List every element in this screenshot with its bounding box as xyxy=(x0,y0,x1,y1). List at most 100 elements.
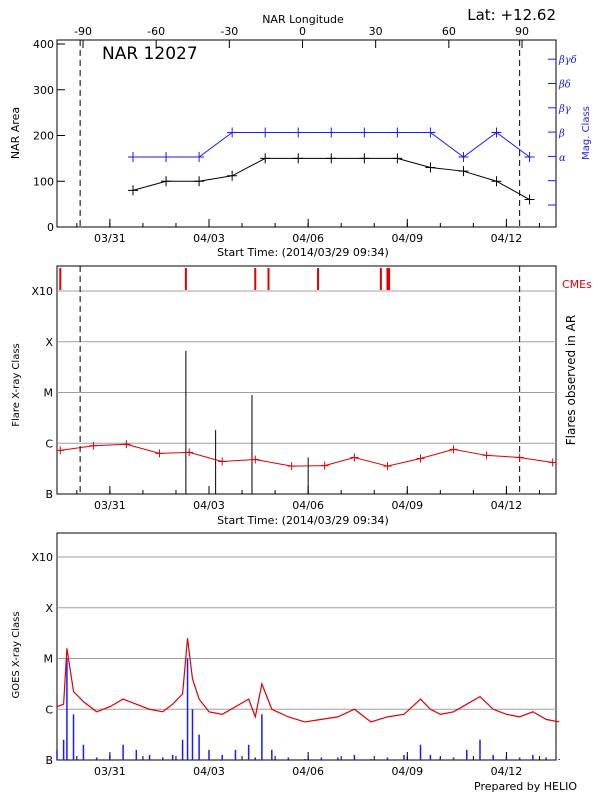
magclass-point xyxy=(458,152,469,162)
middle-goes-point xyxy=(218,457,227,466)
top-ytick-label: 0 xyxy=(47,221,54,234)
bottom-x-tick-label: 04/06 xyxy=(292,765,324,778)
area-point xyxy=(326,153,337,164)
magclass-point xyxy=(194,152,205,162)
top-mag-label: βγδ xyxy=(558,55,577,66)
middle-goes-point xyxy=(89,441,98,450)
middle-goes-point xyxy=(482,451,491,460)
bottom-class-label: X xyxy=(45,602,53,615)
area-point xyxy=(194,176,205,187)
bottom-x-tick-label: 04/03 xyxy=(193,765,225,778)
middle-x-tick-label: 04/09 xyxy=(391,499,423,512)
bottom-x-tick-label: 04/09 xyxy=(391,765,423,778)
panel-middle-frame xyxy=(56,265,557,495)
bottom-x-tick-label: 03/31 xyxy=(94,765,126,778)
panel-bottom-frame xyxy=(56,532,557,761)
top-ytick-label: 300 xyxy=(33,84,54,97)
magclass-point xyxy=(524,152,535,162)
area-point xyxy=(425,162,436,173)
middle-class-label: M xyxy=(44,387,54,400)
top-lon-label: 60 xyxy=(442,25,456,38)
area-point xyxy=(161,176,172,187)
area-point xyxy=(458,166,469,177)
top-right-label: Mag. Class xyxy=(581,106,592,160)
middle-goes-point xyxy=(185,448,194,457)
bottom-ylabel: GOES X-ray Class xyxy=(11,611,22,698)
middle-ylabel: Flare X-ray Class xyxy=(11,343,22,427)
area-point xyxy=(359,153,370,164)
middle-class-label: X10 xyxy=(31,285,53,298)
area-point xyxy=(260,153,271,164)
area-point xyxy=(491,176,502,187)
middle-goes-point xyxy=(416,454,425,463)
bottom-class-label: M xyxy=(44,653,54,666)
middle-goes-point xyxy=(320,461,329,470)
top-lon-label: 0 xyxy=(299,25,306,38)
area-point xyxy=(227,170,238,181)
credit-footer: Prepared by HELIO xyxy=(474,780,577,793)
middle-x-tick-label: 04/03 xyxy=(193,499,225,512)
middle-xlabel: Start Time: (2014/03/29 09:34) xyxy=(217,514,389,527)
top-x-tick-label: 04/03 xyxy=(193,232,225,245)
bottom-class-label: X10 xyxy=(31,551,53,564)
bottom-x-tick-label: 04/12 xyxy=(491,765,523,778)
top-lon-label: -60 xyxy=(147,25,165,38)
middle-x-tick-label: 04/12 xyxy=(491,499,523,512)
top-lon-label: -30 xyxy=(220,25,238,38)
top-xlabel: Start Time: (2014/03/29 09:34) xyxy=(217,246,389,259)
top-x-tick-label: 03/31 xyxy=(94,232,126,245)
middle-right-label: Flares observed in AR xyxy=(564,315,578,445)
area-series-line xyxy=(132,157,530,200)
middle-goes-point xyxy=(155,449,164,458)
middle-goes-point xyxy=(548,458,557,467)
middle-class-label: B xyxy=(45,488,53,501)
top-ylabel: NAR Area xyxy=(9,107,22,159)
area-point xyxy=(524,194,535,205)
magclass-point xyxy=(359,127,370,138)
top-axis-label: NAR Longitude xyxy=(262,13,344,26)
middle-goes-point xyxy=(515,453,524,462)
active-region-name: NAR 12027 xyxy=(102,44,198,64)
top-ytick-label: 100 xyxy=(33,175,54,188)
top-x-tick-label: 04/06 xyxy=(292,232,324,245)
middle-goes-point xyxy=(251,455,260,464)
top-mag-label: β xyxy=(558,129,565,140)
bottom-class-label: C xyxy=(45,703,53,716)
magclass-point xyxy=(260,127,271,138)
middle-goes-point xyxy=(122,440,131,449)
top-x-tick-label: 04/09 xyxy=(391,232,423,245)
top-lon-label: -90 xyxy=(74,25,92,38)
top-x-tick-label: 04/12 xyxy=(491,232,523,245)
magclass-point xyxy=(227,127,238,138)
magclass-point xyxy=(425,127,436,138)
magclass-point xyxy=(326,127,337,138)
middle-x-tick-label: 04/06 xyxy=(292,499,324,512)
middle-goes-point xyxy=(383,462,392,471)
panel-top-frame xyxy=(56,39,557,228)
top-ytick-label: 400 xyxy=(33,38,54,51)
middle-class-label: C xyxy=(45,437,53,450)
middle-x-tick-label: 03/31 xyxy=(94,499,126,512)
middle-goes-line xyxy=(60,443,553,467)
magclass-point xyxy=(161,152,172,162)
top-mag-label: βγ xyxy=(558,104,571,115)
magclass-point xyxy=(491,127,502,138)
middle-goes-point xyxy=(287,462,296,471)
top-mag-label: α xyxy=(559,153,566,164)
cme-label: CMEs xyxy=(562,278,592,291)
latitude-label: Lat: +12.62 xyxy=(467,6,556,24)
top-ytick-label: 200 xyxy=(33,130,54,143)
middle-goes-point xyxy=(449,445,458,454)
area-point xyxy=(392,153,403,164)
magclass-point xyxy=(293,127,304,138)
area-point xyxy=(293,153,304,164)
top-mag-label: βδ xyxy=(558,80,571,91)
bottom-class-label: B xyxy=(45,754,53,767)
middle-class-label: X xyxy=(45,336,53,349)
magclass-point xyxy=(128,152,139,162)
middle-goes-point xyxy=(56,446,65,455)
middle-goes-point xyxy=(350,453,359,462)
top-lon-label: 30 xyxy=(369,25,383,38)
goes-high-channel-line xyxy=(56,638,560,723)
